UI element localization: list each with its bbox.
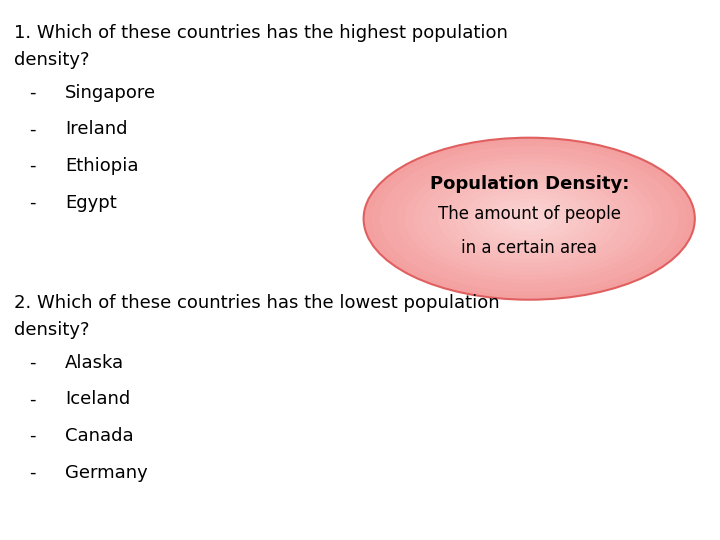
Ellipse shape [496, 202, 562, 235]
Text: Population Density:: Population Density: [430, 174, 629, 193]
Ellipse shape [413, 162, 645, 275]
Ellipse shape [513, 211, 546, 227]
Ellipse shape [480, 194, 579, 243]
Ellipse shape [405, 158, 654, 280]
Text: Canada: Canada [65, 427, 133, 445]
Ellipse shape [504, 206, 554, 231]
Text: Alaska: Alaska [65, 354, 124, 372]
Ellipse shape [364, 138, 695, 300]
Ellipse shape [397, 154, 662, 284]
Ellipse shape [521, 214, 537, 222]
Text: The amount of people: The amount of people [438, 205, 621, 224]
Text: Singapore: Singapore [65, 84, 156, 102]
Text: Ireland: Ireland [65, 120, 127, 138]
Text: density?: density? [14, 321, 90, 339]
Text: 1. Which of these countries has the highest population: 1. Which of these countries has the high… [14, 24, 508, 42]
Ellipse shape [430, 170, 629, 267]
Text: 2. Which of these countries has the lowest population: 2. Which of these countries has the lowe… [14, 294, 500, 312]
Text: -: - [29, 84, 35, 102]
Ellipse shape [372, 141, 687, 295]
Text: Ethiopia: Ethiopia [65, 157, 138, 175]
Text: -: - [29, 354, 35, 372]
Text: -: - [29, 120, 35, 138]
Ellipse shape [389, 150, 670, 287]
Text: -: - [29, 390, 35, 408]
Text: in a certain area: in a certain area [462, 239, 597, 258]
Text: -: - [29, 157, 35, 175]
Text: Germany: Germany [65, 464, 148, 482]
Text: density?: density? [14, 51, 90, 69]
Ellipse shape [438, 174, 621, 263]
Text: -: - [29, 464, 35, 482]
Ellipse shape [455, 183, 603, 255]
Ellipse shape [422, 166, 637, 271]
Ellipse shape [446, 178, 612, 259]
Text: -: - [29, 194, 35, 212]
Text: Egypt: Egypt [65, 194, 117, 212]
Ellipse shape [380, 146, 678, 292]
Ellipse shape [472, 190, 588, 247]
Ellipse shape [463, 186, 595, 251]
Ellipse shape [488, 198, 571, 239]
Text: Iceland: Iceland [65, 390, 130, 408]
Text: -: - [29, 427, 35, 445]
